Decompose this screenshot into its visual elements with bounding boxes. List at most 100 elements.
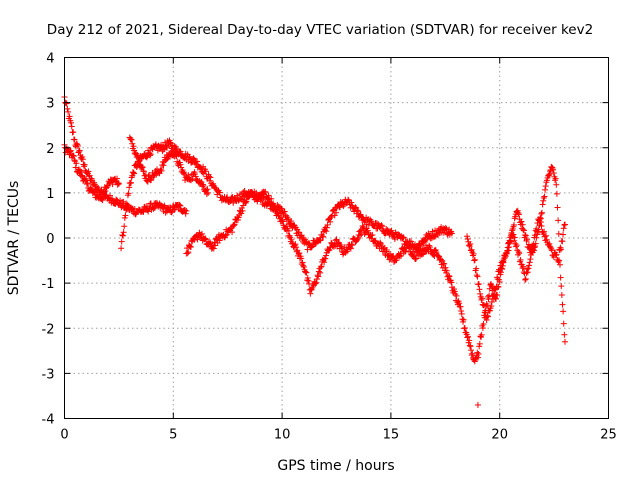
data-point <box>419 251 426 258</box>
data-point <box>168 148 175 155</box>
data-point <box>391 235 398 242</box>
data-point <box>478 296 485 303</box>
data-point <box>202 235 209 242</box>
data-point <box>513 242 520 249</box>
data-point <box>270 200 277 207</box>
data-point <box>322 255 329 262</box>
data-point <box>323 224 330 231</box>
data-point <box>349 242 356 249</box>
data-point <box>139 208 146 215</box>
data-point <box>441 260 448 267</box>
data-point <box>181 170 188 177</box>
data-point <box>338 245 345 252</box>
data-point <box>109 181 116 188</box>
x-tick-label: 20 <box>491 428 508 443</box>
data-point <box>188 177 195 184</box>
data-point <box>279 218 286 225</box>
data-point <box>67 148 74 155</box>
data-point <box>235 214 242 221</box>
data-point <box>435 253 442 260</box>
data-point <box>499 259 506 266</box>
data-point <box>383 246 390 253</box>
data-point <box>515 211 522 218</box>
data-point <box>530 247 537 254</box>
data-point <box>560 308 567 315</box>
data-point <box>518 218 525 225</box>
data-point <box>510 231 517 238</box>
data-point <box>94 183 101 190</box>
data-point <box>547 244 554 251</box>
data-point <box>545 172 552 179</box>
data-point <box>433 249 440 256</box>
data-point <box>239 207 246 214</box>
data-point <box>445 272 452 279</box>
data-point <box>200 182 207 189</box>
data-point <box>368 232 375 239</box>
data-point <box>354 207 361 214</box>
data-point <box>558 283 565 290</box>
data-point <box>473 272 480 279</box>
data-point <box>278 214 285 221</box>
data-point <box>406 243 413 250</box>
data-point <box>318 263 325 270</box>
data-point <box>522 232 529 239</box>
data-point <box>442 224 449 231</box>
data-point <box>402 248 409 255</box>
data-point <box>461 324 468 331</box>
data-point <box>517 256 524 263</box>
data-point <box>479 295 486 302</box>
data-point <box>207 174 214 181</box>
data-point <box>453 292 460 299</box>
data-point <box>520 263 527 270</box>
data-point <box>216 189 223 196</box>
data-point <box>312 280 319 287</box>
data-point <box>65 108 72 115</box>
data-point <box>513 243 520 250</box>
data-point <box>388 227 395 234</box>
data-point <box>279 217 286 224</box>
data-point <box>188 159 195 166</box>
data-point <box>185 172 192 179</box>
data-point <box>488 303 495 310</box>
data-point <box>202 236 209 243</box>
data-point <box>125 190 132 197</box>
data-point <box>538 210 545 217</box>
data-point <box>197 164 204 171</box>
data-point <box>300 262 307 269</box>
data-point <box>134 152 141 159</box>
data-point <box>512 240 519 247</box>
data-point <box>118 245 125 252</box>
data-point <box>504 247 511 254</box>
data-point <box>379 223 386 230</box>
data-point <box>541 193 548 200</box>
data-point <box>347 245 354 252</box>
data-point <box>552 252 559 259</box>
data-point <box>443 226 450 233</box>
data-point <box>167 139 174 146</box>
data-point <box>186 242 193 249</box>
data-point <box>457 303 464 310</box>
data-point <box>467 241 474 248</box>
data-point <box>560 320 567 327</box>
data-point <box>182 207 189 214</box>
data-point <box>197 231 204 238</box>
data-point <box>439 257 446 264</box>
data-point <box>340 203 347 210</box>
data-point <box>399 234 406 241</box>
data-point <box>550 170 557 177</box>
data-point <box>527 256 534 263</box>
data-point <box>66 113 73 120</box>
data-point <box>323 252 330 259</box>
data-point <box>486 307 493 314</box>
data-point <box>393 257 400 264</box>
data-point <box>531 232 538 239</box>
data-point <box>352 204 359 211</box>
data-point <box>458 310 465 317</box>
data-point <box>85 168 92 175</box>
data-point <box>418 241 425 248</box>
data-point <box>543 236 550 243</box>
data-point <box>557 274 564 281</box>
data-point <box>171 206 178 213</box>
data-point <box>229 229 236 236</box>
data-point <box>302 268 309 275</box>
